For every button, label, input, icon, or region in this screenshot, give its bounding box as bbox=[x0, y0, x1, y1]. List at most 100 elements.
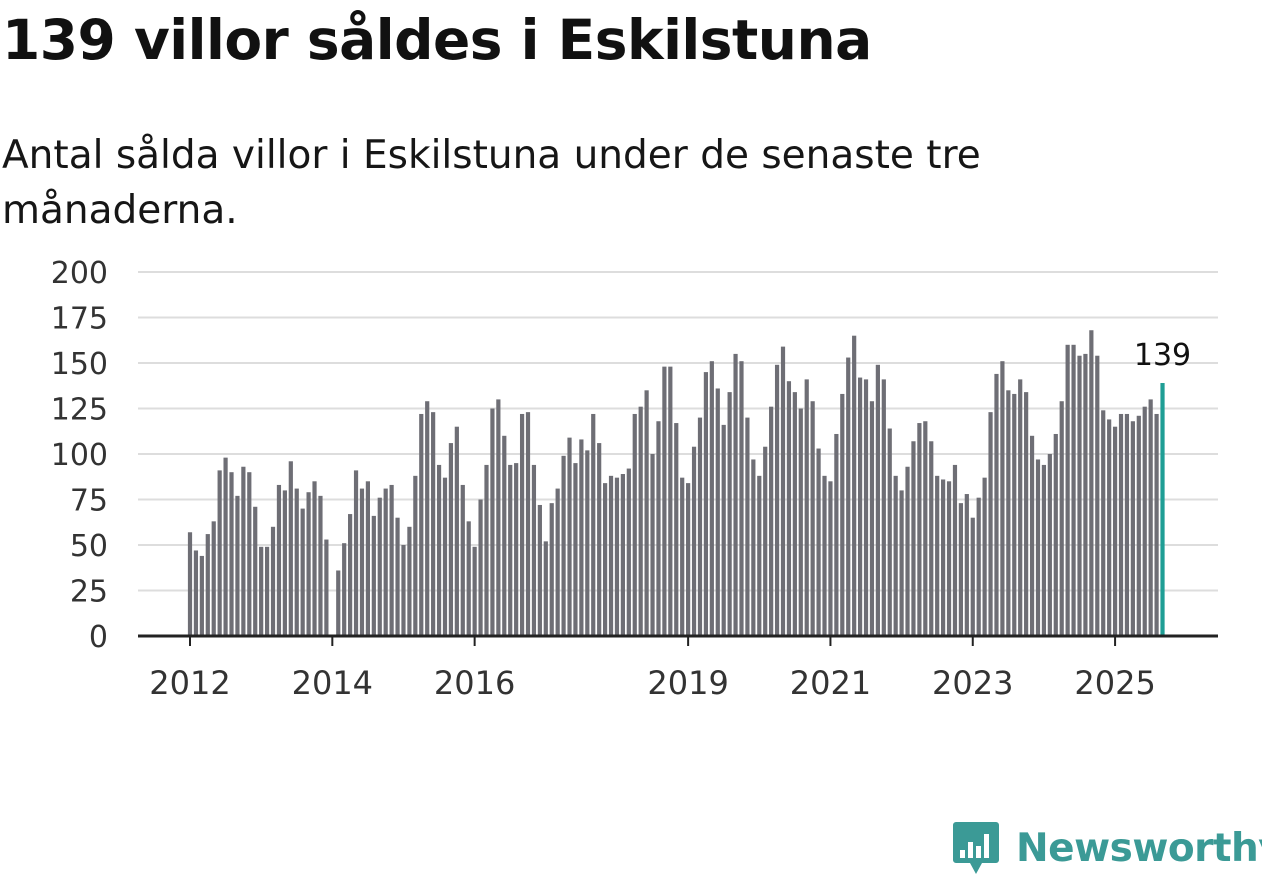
bar bbox=[407, 526, 412, 636]
bar bbox=[454, 426, 459, 636]
bar bbox=[715, 388, 720, 636]
bar bbox=[958, 503, 963, 636]
bar bbox=[881, 379, 886, 636]
bar bbox=[348, 514, 353, 636]
y-tick-label: 25 bbox=[70, 575, 108, 610]
bar bbox=[946, 481, 952, 636]
bar bbox=[478, 499, 483, 636]
bar bbox=[205, 534, 210, 636]
bar bbox=[561, 455, 566, 636]
bar bbox=[887, 428, 892, 636]
bar bbox=[1101, 410, 1106, 636]
bar bbox=[413, 475, 418, 636]
bar bbox=[733, 353, 738, 636]
bar bbox=[490, 408, 495, 636]
bar bbox=[591, 413, 596, 636]
bar bbox=[1065, 344, 1070, 636]
y-tick-label: 75 bbox=[70, 484, 108, 519]
bar bbox=[632, 413, 637, 636]
bar bbox=[780, 346, 786, 636]
bar bbox=[567, 437, 572, 636]
y-tick-label: 50 bbox=[70, 529, 108, 564]
bar bbox=[531, 464, 537, 636]
bar bbox=[994, 373, 999, 636]
y-tick-label: 150 bbox=[51, 347, 108, 382]
bar bbox=[318, 495, 323, 636]
bar bbox=[822, 475, 827, 636]
bar bbox=[1006, 390, 1011, 636]
bar bbox=[869, 401, 875, 636]
bar-chart-speech-bubble-icon bbox=[953, 822, 999, 874]
bar bbox=[1083, 353, 1088, 636]
bar bbox=[342, 543, 347, 636]
highlight-value-label: 139 bbox=[1134, 338, 1191, 373]
bar bbox=[294, 488, 299, 636]
bar bbox=[656, 421, 661, 636]
bar bbox=[353, 470, 359, 636]
x-tick-label: 2014 bbox=[292, 664, 373, 702]
bar bbox=[727, 392, 732, 636]
bar bbox=[1041, 464, 1047, 636]
bar bbox=[460, 484, 465, 636]
bar bbox=[395, 517, 400, 636]
bar bbox=[1118, 413, 1124, 636]
bar bbox=[703, 372, 709, 636]
bar bbox=[472, 546, 477, 636]
bar bbox=[555, 488, 560, 636]
bar bbox=[519, 413, 525, 636]
bar bbox=[804, 379, 809, 636]
bar bbox=[247, 472, 252, 636]
bar bbox=[905, 466, 910, 636]
bar bbox=[597, 443, 602, 636]
bar bbox=[721, 424, 726, 636]
bar bbox=[199, 555, 204, 636]
bar bbox=[964, 494, 969, 636]
bar bbox=[549, 503, 554, 636]
bar bbox=[484, 464, 489, 636]
bar bbox=[241, 466, 246, 636]
bar bbox=[929, 441, 934, 636]
bar bbox=[603, 483, 608, 636]
bar bbox=[1107, 419, 1112, 636]
bar bbox=[543, 541, 548, 636]
x-tick-label: 2019 bbox=[647, 664, 728, 702]
brand-name: Newsworthy bbox=[1016, 825, 1262, 871]
bar bbox=[774, 364, 780, 636]
bar bbox=[223, 457, 228, 636]
bar bbox=[691, 446, 697, 636]
bar bbox=[1095, 355, 1100, 636]
bar bbox=[1112, 426, 1118, 636]
bar bbox=[852, 335, 857, 636]
bar bbox=[911, 441, 916, 636]
bar bbox=[401, 545, 406, 636]
bar bbox=[810, 401, 815, 636]
bar bbox=[1148, 399, 1153, 636]
bar bbox=[377, 497, 382, 636]
bar bbox=[1053, 433, 1058, 636]
bar bbox=[425, 401, 430, 636]
bar bbox=[769, 406, 774, 636]
x-tick-label: 2025 bbox=[1074, 664, 1155, 702]
bar bbox=[941, 479, 946, 636]
bar bbox=[1012, 393, 1017, 636]
bar bbox=[614, 477, 620, 636]
bar bbox=[282, 490, 287, 636]
bar bbox=[389, 484, 394, 636]
bar bbox=[786, 381, 792, 636]
y-tick-label: 100 bbox=[51, 438, 108, 473]
bar bbox=[899, 490, 904, 636]
bar bbox=[709, 361, 714, 636]
bar bbox=[834, 433, 839, 636]
bar bbox=[579, 439, 584, 636]
bar bbox=[875, 364, 880, 636]
bar bbox=[193, 550, 199, 636]
bar bbox=[436, 464, 442, 636]
bar bbox=[1077, 355, 1082, 636]
bar bbox=[1029, 435, 1035, 636]
newsworthy-logo[interactable]: Newsworthy bbox=[952, 820, 1262, 876]
bar bbox=[638, 406, 643, 636]
bar bbox=[431, 412, 436, 636]
bar bbox=[276, 484, 282, 636]
bar bbox=[816, 448, 821, 636]
